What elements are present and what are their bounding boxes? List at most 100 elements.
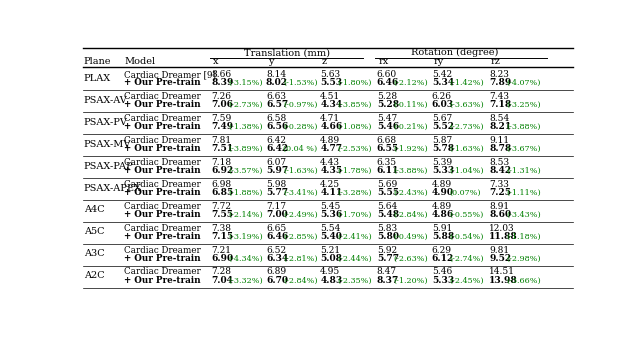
Text: 7.55: 7.55	[212, 210, 234, 219]
Text: (-3.67%): (-3.67%)	[506, 145, 541, 153]
Text: 6.55: 6.55	[377, 144, 399, 153]
Text: 5.67: 5.67	[432, 114, 452, 123]
Text: (-2.41%): (-2.41%)	[337, 233, 372, 240]
Text: 7.81: 7.81	[212, 136, 232, 145]
Text: 6.63: 6.63	[266, 92, 286, 101]
Text: (-0.54%): (-0.54%)	[449, 233, 483, 240]
Text: 5.47: 5.47	[377, 114, 397, 123]
Text: + Our Pre-train: + Our Pre-train	[124, 122, 201, 131]
Text: 6.35: 6.35	[377, 158, 397, 167]
Text: 4.35: 4.35	[320, 166, 342, 175]
Text: + Our Pre-train: + Our Pre-train	[124, 166, 201, 175]
Text: 5.69: 5.69	[377, 180, 397, 189]
Text: (-1.38%): (-1.38%)	[229, 123, 264, 131]
Text: x: x	[213, 57, 219, 66]
Text: (-3.85%): (-3.85%)	[337, 101, 372, 109]
Text: 5.39: 5.39	[432, 158, 452, 167]
Text: 6.98: 6.98	[212, 180, 232, 189]
Text: 4.11: 4.11	[320, 188, 342, 197]
Text: (-1.18%): (-1.18%)	[506, 233, 541, 240]
Text: Cardiac Dreamer: Cardiac Dreamer	[124, 224, 201, 233]
Text: Cardiac Dreamer: Cardiac Dreamer	[124, 245, 201, 254]
Text: 4.77: 4.77	[320, 144, 342, 153]
Text: 4.90: 4.90	[432, 188, 454, 197]
Text: A5C: A5C	[84, 227, 104, 237]
Text: (-0.11%): (-0.11%)	[394, 101, 429, 109]
Text: 5.54: 5.54	[320, 224, 340, 233]
Text: 5.28: 5.28	[377, 92, 397, 101]
Text: 5.46: 5.46	[432, 267, 452, 277]
Text: 9.81: 9.81	[489, 245, 509, 254]
Text: 4.89: 4.89	[432, 180, 452, 189]
Text: 6.70: 6.70	[266, 276, 288, 285]
Text: + Our Pre-train: + Our Pre-train	[124, 78, 201, 87]
Text: 7.33: 7.33	[489, 180, 509, 189]
Text: 6.11: 6.11	[377, 166, 399, 175]
Text: (-0.49%): (-0.49%)	[394, 233, 429, 240]
Text: Cardiac Dreamer: Cardiac Dreamer	[124, 180, 201, 189]
Text: 13.98: 13.98	[489, 276, 518, 285]
Text: 5.36: 5.36	[320, 210, 342, 219]
Text: PSAX-AV: PSAX-AV	[84, 96, 127, 105]
Text: (-1.20%): (-1.20%)	[394, 277, 429, 284]
Text: 8.78: 8.78	[489, 144, 511, 153]
Text: (-2.84%): (-2.84%)	[394, 211, 429, 219]
Text: (-1.08%): (-1.08%)	[337, 123, 372, 131]
Text: y: y	[268, 57, 273, 66]
Text: 7.06: 7.06	[212, 100, 234, 110]
Text: 5.77: 5.77	[266, 188, 288, 197]
Text: (-3.43%): (-3.43%)	[506, 211, 541, 219]
Text: (-2.85%): (-2.85%)	[283, 233, 317, 240]
Text: (-3.32%): (-3.32%)	[229, 277, 264, 284]
Text: 5.48: 5.48	[377, 210, 399, 219]
Text: 6.56: 6.56	[266, 122, 288, 131]
Text: (-3.19%): (-3.19%)	[229, 233, 264, 240]
Text: (-2.81%): (-2.81%)	[283, 254, 317, 263]
Text: (-2.43%): (-2.43%)	[394, 188, 429, 197]
Text: 5.33: 5.33	[432, 276, 454, 285]
Text: 6.46: 6.46	[266, 232, 288, 241]
Text: 6.68: 6.68	[377, 136, 397, 145]
Text: (-3.28%): (-3.28%)	[337, 188, 372, 197]
Text: 7.89: 7.89	[489, 78, 511, 87]
Text: 5.28: 5.28	[377, 100, 399, 110]
Text: (-2.12%): (-2.12%)	[394, 79, 429, 87]
Text: (-3.25%): (-3.25%)	[506, 101, 541, 109]
Text: (-1.63%): (-1.63%)	[283, 167, 318, 175]
Text: (-3.15%): (-3.15%)	[229, 79, 264, 87]
Text: (-0.97%): (-0.97%)	[283, 101, 317, 109]
Text: 5.33: 5.33	[432, 166, 454, 175]
Text: 6.42: 6.42	[266, 136, 286, 145]
Text: 8.42: 8.42	[489, 166, 511, 175]
Text: (-1.78%): (-1.78%)	[337, 167, 372, 175]
Text: 9.52: 9.52	[489, 254, 511, 263]
Text: PSAX-PV: PSAX-PV	[84, 118, 128, 127]
Text: Plane: Plane	[84, 57, 111, 66]
Text: 5.83: 5.83	[377, 224, 397, 233]
Text: 4.89: 4.89	[320, 136, 340, 145]
Text: 8.37: 8.37	[377, 276, 399, 285]
Text: 8.39: 8.39	[212, 78, 234, 87]
Text: Cardiac Dreamer: Cardiac Dreamer	[124, 92, 201, 101]
Text: 5.77: 5.77	[377, 254, 399, 263]
Text: 4.25: 4.25	[320, 180, 340, 189]
Text: 7.72: 7.72	[212, 201, 232, 211]
Text: 4.71: 4.71	[320, 114, 340, 123]
Text: 11.88: 11.88	[489, 232, 518, 241]
Text: (-2.73%): (-2.73%)	[449, 123, 484, 131]
Text: 9.11: 9.11	[489, 136, 509, 145]
Text: + Our Pre-train: + Our Pre-train	[124, 144, 201, 153]
Text: PSAX-PAP: PSAX-PAP	[84, 161, 134, 171]
Text: 7.18: 7.18	[212, 158, 232, 167]
Text: 8.60: 8.60	[489, 210, 511, 219]
Text: (0.04 %): (0.04 %)	[283, 145, 317, 153]
Text: (-3.88%): (-3.88%)	[394, 167, 428, 175]
Text: 5.92: 5.92	[377, 245, 397, 254]
Text: 6.46: 6.46	[377, 78, 399, 87]
Text: (-1.92%): (-1.92%)	[394, 145, 429, 153]
Text: 7.25: 7.25	[489, 188, 511, 197]
Text: 6.52: 6.52	[266, 245, 286, 254]
Text: (-3.66%): (-3.66%)	[506, 277, 541, 284]
Text: + Our Pre-train: + Our Pre-train	[124, 232, 201, 241]
Text: z: z	[322, 57, 327, 66]
